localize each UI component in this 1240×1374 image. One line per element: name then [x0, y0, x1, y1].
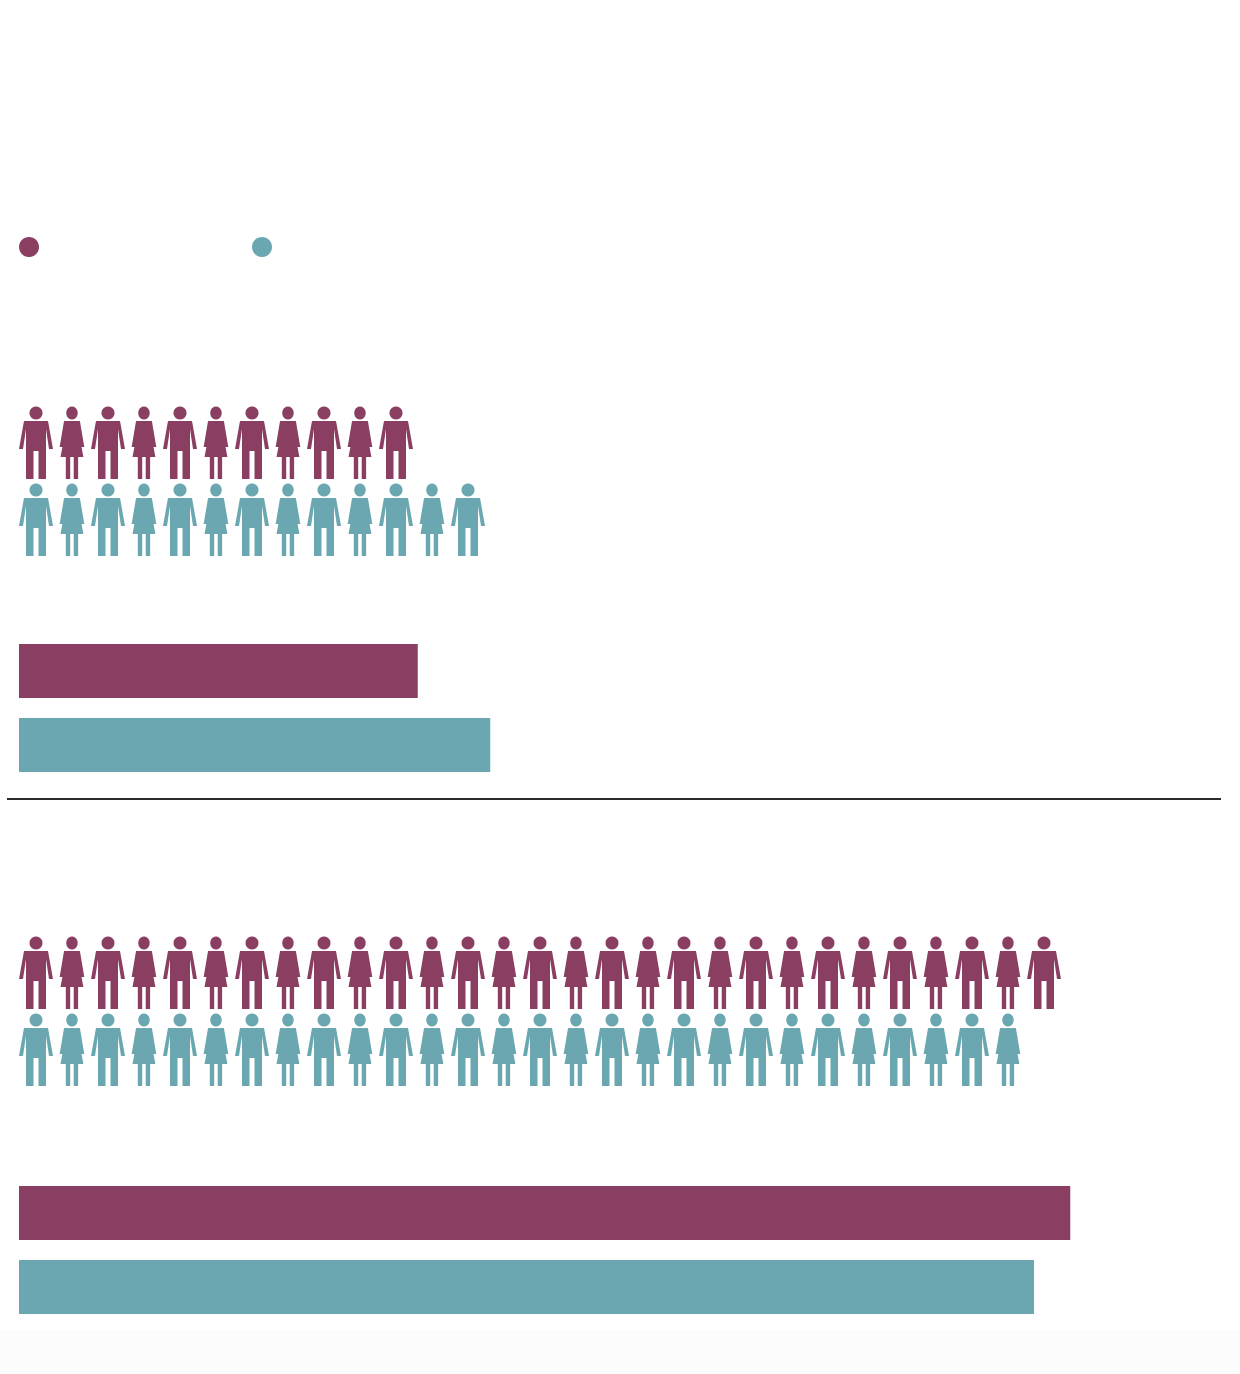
- person-female-icon-row1-12: [419, 936, 445, 1009]
- person-male-icon-row2-3: [91, 1013, 125, 1086]
- person-male-icon-row2-3: [91, 483, 125, 556]
- person-female-icon-row1-10: [347, 406, 373, 479]
- person-female-icon-row2-6: [203, 483, 229, 556]
- person-male-icon-row1-25: [883, 936, 917, 1009]
- footer-area: [0, 1330, 1240, 1374]
- person-female-icon-row2-4: [131, 483, 157, 556]
- person-male-icon-row2-19: [667, 1013, 701, 1086]
- person-female-icon-row1-8: [275, 936, 301, 1009]
- person-male-icon-row2-13: [451, 1013, 485, 1086]
- person-male-icon-row1-17: [595, 936, 629, 1009]
- person-male-icon-row2-27: [955, 1013, 989, 1086]
- person-male-icon-row1-9: [307, 936, 341, 1009]
- person-male-icon-row1-5: [163, 936, 197, 1009]
- person-male-icon-row1-7: [235, 406, 269, 479]
- person-female-icon-row2-4: [131, 1013, 157, 1086]
- person-female-icon-row2-12: [419, 1013, 445, 1086]
- person-female-icon-row2-2: [59, 483, 85, 556]
- person-female-icon-row2-20: [707, 1013, 733, 1086]
- chart-panel-2: [0, 930, 1240, 1330]
- bar-1: [19, 644, 418, 698]
- person-female-icon-row2-6: [203, 1013, 229, 1086]
- person-male-icon-row2-21: [739, 1013, 773, 1086]
- person-male-icon-row1-15: [523, 936, 557, 1009]
- person-male-icon-row1-1: [19, 406, 53, 479]
- person-female-icon-row2-18: [635, 1013, 661, 1086]
- person-male-icon-row2-11: [379, 1013, 413, 1086]
- person-female-icon-row2-28: [995, 1013, 1021, 1086]
- person-male-icon-row2-25: [883, 1013, 917, 1086]
- person-male-icon-row2-17: [595, 1013, 629, 1086]
- person-female-icon-row1-28: [995, 936, 1021, 1009]
- chart-panel-1: [0, 400, 1240, 780]
- person-female-icon-row2-22: [779, 1013, 805, 1086]
- person-female-icon-row1-6: [203, 936, 229, 1009]
- person-male-icon-row2-1: [19, 483, 53, 556]
- person-male-icon-row1-11: [379, 406, 413, 479]
- person-male-icon-row1-11: [379, 936, 413, 1009]
- person-male-icon-row1-3: [91, 406, 125, 479]
- person-female-icon-row2-8: [275, 1013, 301, 1086]
- person-male-icon-row1-19: [667, 936, 701, 1009]
- person-male-icon-row2-11: [379, 483, 413, 556]
- person-female-icon-row1-4: [131, 936, 157, 1009]
- legend-marker-2: [252, 237, 272, 257]
- bar-group-1: [19, 644, 491, 772]
- person-female-icon-row1-10: [347, 936, 373, 1009]
- person-female-icon-row2-12: [419, 483, 445, 556]
- person-female-icon-row2-10: [347, 483, 373, 556]
- person-male-icon-row2-1: [19, 1013, 53, 1086]
- person-female-icon-row1-8: [275, 406, 301, 479]
- person-male-icon-row1-1: [19, 936, 53, 1009]
- bar-1: [19, 1186, 1071, 1240]
- person-female-icon-row1-4: [131, 406, 157, 479]
- bar-2: [19, 1260, 1034, 1314]
- person-male-icon-row1-21: [739, 936, 773, 1009]
- person-female-icon-row1-2: [59, 936, 85, 1009]
- bar-2: [19, 718, 491, 772]
- person-male-icon-row2-5: [163, 483, 197, 556]
- pictogram-group-2: [19, 936, 1061, 1086]
- person-female-icon-row1-2: [59, 406, 85, 479]
- person-male-icon-row2-7: [235, 1013, 269, 1086]
- panel-divider: [7, 798, 1221, 800]
- person-female-icon-row1-16: [563, 936, 589, 1009]
- person-female-icon-row2-10: [347, 1013, 373, 1086]
- person-female-icon-row1-24: [851, 936, 877, 1009]
- person-female-icon-row2-14: [491, 1013, 517, 1086]
- person-male-icon-row2-13: [451, 483, 485, 556]
- pictogram-group-1: [19, 406, 485, 556]
- person-male-icon-row1-27: [955, 936, 989, 1009]
- person-male-icon-row1-9: [307, 406, 341, 479]
- person-female-icon-row1-20: [707, 936, 733, 1009]
- person-male-icon-row2-23: [811, 1013, 845, 1086]
- person-female-icon-row1-14: [491, 936, 517, 1009]
- person-female-icon-row2-2: [59, 1013, 85, 1086]
- person-male-icon-row1-13: [451, 936, 485, 1009]
- person-male-icon-row2-15: [523, 1013, 557, 1086]
- legend: [19, 237, 272, 257]
- person-female-icon-row1-18: [635, 936, 661, 1009]
- person-male-icon-row1-7: [235, 936, 269, 1009]
- person-male-icon-row1-29: [1027, 936, 1061, 1009]
- person-female-icon-row2-26: [923, 1013, 949, 1086]
- person-male-icon-row1-5: [163, 406, 197, 479]
- person-male-icon-row2-9: [307, 1013, 341, 1086]
- legend-marker-1: [19, 237, 39, 257]
- person-male-icon-row2-5: [163, 1013, 197, 1086]
- person-female-icon-row1-6: [203, 406, 229, 479]
- person-female-icon-row2-8: [275, 483, 301, 556]
- person-male-icon-row1-3: [91, 936, 125, 1009]
- person-male-icon-row2-7: [235, 483, 269, 556]
- person-female-icon-row2-16: [563, 1013, 589, 1086]
- person-male-icon-row1-23: [811, 936, 845, 1009]
- person-female-icon-row1-26: [923, 936, 949, 1009]
- person-male-icon-row2-9: [307, 483, 341, 556]
- person-female-icon-row1-22: [779, 936, 805, 1009]
- person-female-icon-row2-24: [851, 1013, 877, 1086]
- bar-group-2: [19, 1186, 1071, 1314]
